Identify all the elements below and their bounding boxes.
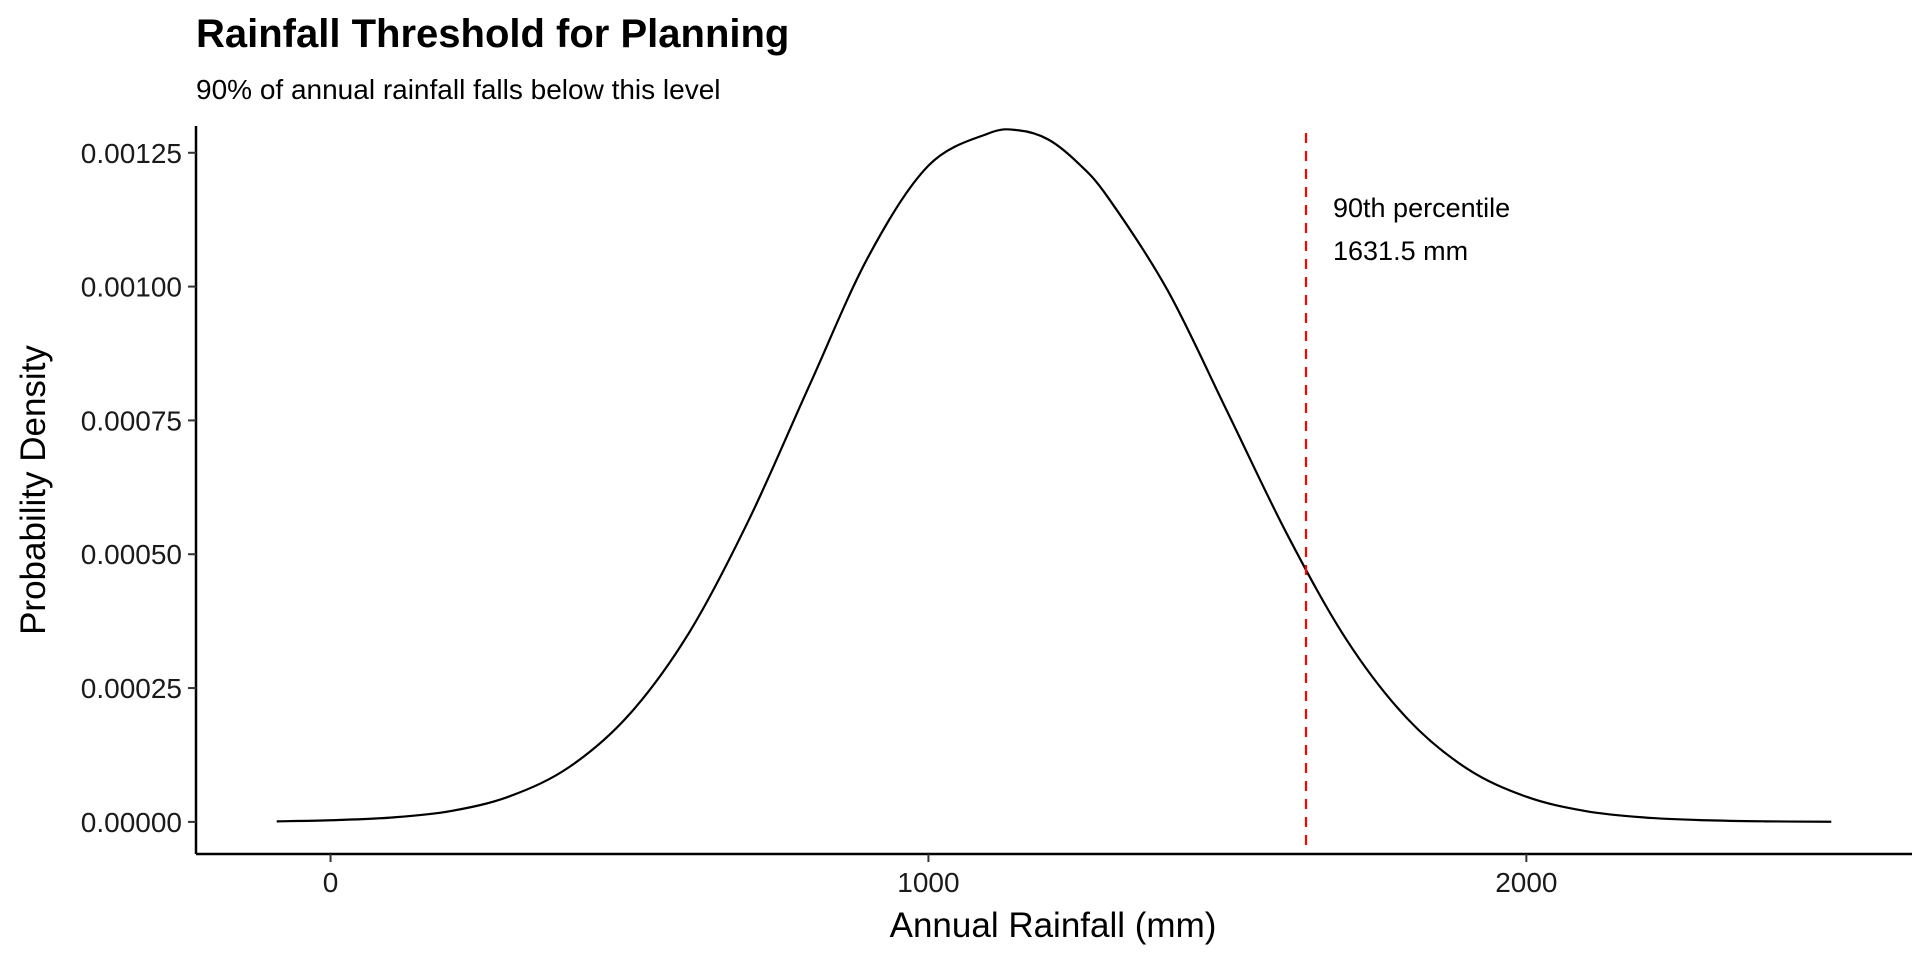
annotation-value-label: 1631.5 mm (1333, 236, 1468, 266)
x-tick-label: 0 (323, 867, 339, 898)
y-axis-title: Probability Density (14, 345, 53, 635)
y-tick-label: 0.00100 (81, 272, 182, 303)
x-tick-label: 2000 (1495, 867, 1557, 898)
x-axis-title: Annual Rainfall (mm) (890, 906, 1217, 945)
series-layer (276, 128, 1832, 823)
chart-title: Rainfall Threshold for Planning (196, 12, 790, 56)
y-tick-label: 0.00050 (81, 539, 182, 570)
y-axis: 0.00000 0.00025 0.00050 0.00075 0.00100 0.001… (81, 126, 198, 854)
x-tick-label: 1000 (897, 867, 959, 898)
annotation-percentile-label: 90th percentile (1333, 193, 1510, 223)
y-tick-label: 0.00075 (81, 405, 182, 436)
y-tick-label: 0.00000 (81, 807, 182, 838)
x-axis: 0 1000 2000 (196, 852, 1912, 898)
density-curve (276, 128, 1832, 823)
y-tick-label: 0.00125 (81, 138, 182, 169)
chart-subtitle: 90% of annual rainfall falls below this … (196, 74, 721, 105)
y-tick-label: 0.00025 (81, 673, 182, 704)
